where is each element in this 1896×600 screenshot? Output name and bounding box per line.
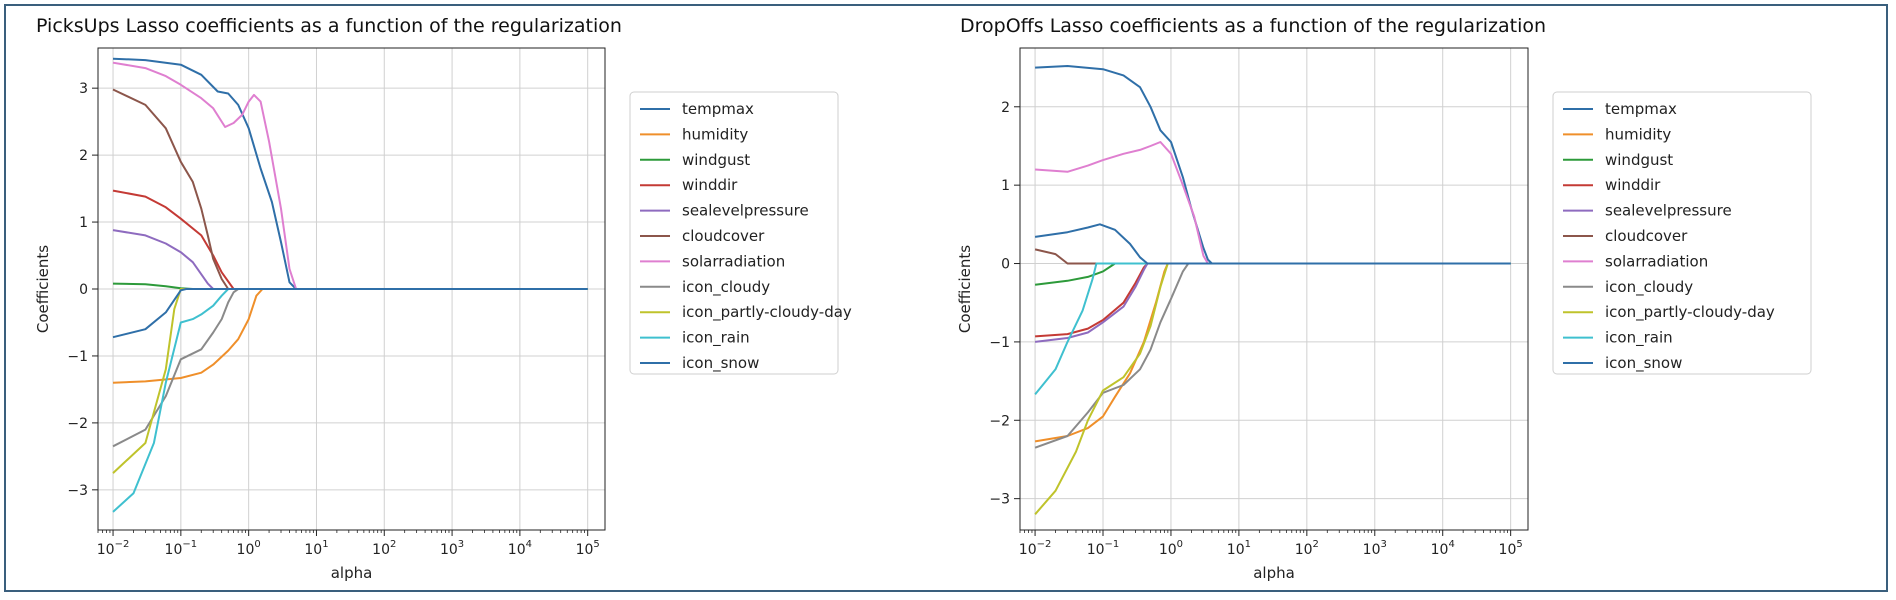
legend-entry-cloudcover: cloudcover (1605, 227, 1688, 245)
x-tick-label: 102 (1295, 539, 1319, 558)
y-tick-label: −1 (989, 335, 1010, 351)
x-tick-label: 104 (1431, 539, 1455, 558)
y-tick-label: 3 (79, 81, 88, 97)
x-tick-label: 105 (1499, 539, 1523, 558)
legend-entry-windgust: windgust (1605, 151, 1673, 169)
legend-entry-icon_snow: icon_snow (682, 354, 759, 373)
legend: tempmax humidity windgust winddir sealevelpr… (1552, 91, 1812, 375)
x-axis-label: alpha (1253, 564, 1295, 582)
y-axis-label: Coefficients (34, 245, 52, 333)
x-tick-label: 10−1 (165, 539, 198, 558)
legend-entry-winddir: winddir (1605, 176, 1661, 194)
plot-area (1020, 48, 1528, 530)
series-line-sealevelpressure (1034, 262, 1511, 343)
y-tick-label: −3 (989, 492, 1010, 508)
legend-entry-icon_rain: icon_rain (682, 329, 750, 348)
chart-title: DropOffs Lasso coefficients as a functio… (960, 15, 1546, 37)
x-tick-label: 100 (237, 539, 261, 558)
x-tick-label: 105 (576, 539, 600, 558)
series-line-winddir (112, 189, 588, 290)
legend-box (629, 91, 839, 375)
y-tick-label: −2 (989, 413, 1010, 429)
legend-box (1552, 91, 1812, 375)
x-tick-label: 101 (304, 539, 328, 558)
legend-entry-icon_cloudy: icon_cloudy (682, 278, 770, 297)
legend-entry-solarradiation: solarradiation (1605, 252, 1708, 270)
series-line-icon_snow (112, 288, 588, 339)
x-tick-label: 102 (372, 539, 396, 558)
y-tick-label: 2 (79, 148, 88, 164)
x-tick-label: 10−1 (1087, 539, 1120, 558)
series-line-icon_rain (1034, 262, 1511, 396)
series-line-icon_cloudy (112, 288, 588, 448)
y-tick-label: 1 (79, 215, 88, 231)
x-tick-label: 10−2 (97, 539, 130, 558)
chart-title: PicksUps Lasso coefficients as a functio… (36, 15, 622, 37)
legend-entry-icon_cloudy: icon_cloudy (1605, 278, 1693, 297)
legend-entry-icon_rain: icon_rain (1605, 329, 1673, 348)
y-tick-label: 0 (79, 282, 88, 298)
x-tick-label: 103 (1363, 539, 1387, 558)
y-axis-label: Coefficients (956, 245, 974, 333)
series-line-icon_cloudy (1034, 262, 1511, 449)
legend-entry-tempmax: tempmax (682, 100, 754, 118)
series-line-solarradiation (1035, 141, 1511, 265)
x-tick-label: 103 (440, 539, 464, 558)
legend-entry-cloudcover: cloudcover (682, 227, 765, 245)
x-tick-label: 101 (1227, 539, 1251, 558)
series-line-icon_snow (1034, 223, 1511, 265)
series-line-tempmax (1035, 65, 1511, 265)
legend-entry-winddir: winddir (682, 176, 738, 194)
y-tick-label: 2 (1001, 100, 1010, 116)
legend: tempmax humidity windgust winddir sealevelpr… (629, 91, 852, 375)
x-tick-label: 100 (1159, 539, 1183, 558)
x-axis-label: alpha (331, 564, 373, 582)
x-tick-label: 10−2 (1019, 539, 1052, 558)
series-line-humidity (112, 288, 588, 384)
legend-entry-sealevelpressure: sealevelpressure (1605, 202, 1732, 220)
legend-entry-icon_partly-cloudy-day: icon_partly-cloudy-day (682, 303, 852, 322)
y-tick-label: −2 (67, 416, 88, 432)
figure-canvas: PicksUps Lasso coefficients as a functio… (34, 15, 1812, 582)
legend-entry-icon_snow: icon_snow (1605, 354, 1682, 373)
legend-entry-humidity: humidity (682, 125, 748, 143)
legend-entry-solarradiation: solarradiation (682, 252, 785, 270)
series-line-icon_rain (112, 288, 588, 513)
legend-entry-sealevelpressure: sealevelpressure (682, 202, 809, 220)
series-line-tempmax (112, 57, 588, 290)
x-tick-label: 104 (508, 539, 532, 558)
y-tick-label: 1 (1001, 178, 1010, 194)
right-chart-panel: DropOffs Lasso coefficients as a functio… (956, 15, 1812, 582)
legend-entry-tempmax: tempmax (1605, 100, 1677, 118)
series-line-icon_partly-cloudy-day (1034, 262, 1511, 515)
figure-frame: PicksUps Lasso coefficients as a functio… (4, 4, 1888, 592)
y-tick-label: −1 (67, 349, 88, 365)
y-tick-label: 0 (1001, 257, 1010, 273)
plot-frame (1019, 47, 1529, 531)
legend-entry-humidity: humidity (1605, 125, 1671, 143)
legend-entry-icon_partly-cloudy-day: icon_partly-cloudy-day (1605, 303, 1775, 322)
series-line-cloudcover (112, 88, 588, 290)
series-line-solarradiation (112, 61, 588, 290)
left-chart-panel: PicksUps Lasso coefficients as a functio… (34, 15, 852, 582)
y-tick-label: −3 (67, 483, 88, 499)
legend-entry-windgust: windgust (682, 151, 750, 169)
plot-frame (97, 47, 606, 531)
